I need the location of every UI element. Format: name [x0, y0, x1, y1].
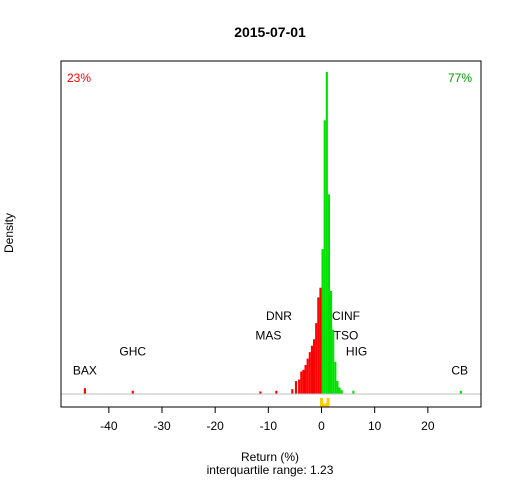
chart-title: 2015-07-01: [234, 24, 306, 40]
x-axis-label: Return (%): [241, 450, 299, 464]
chart-subtitle: interquartile range: 1.23: [207, 463, 334, 477]
ticker-label: MAS: [255, 328, 281, 342]
ticker-label: DNR: [266, 309, 292, 323]
ticker-label: HIG: [346, 344, 367, 358]
histogram-bar: [308, 352, 311, 394]
histogram-bar: [325, 72, 328, 394]
positive-share-label: 77%: [448, 71, 472, 85]
x-tick-label: 10: [368, 419, 382, 433]
histogram-bar: [259, 391, 262, 394]
ticker-label: CINF: [332, 309, 360, 323]
histogram-bar: [306, 358, 309, 394]
histogram-bars: [83, 72, 462, 395]
histogram-bar: [291, 389, 294, 394]
histogram-bar: [319, 287, 322, 394]
ticker-label: BAX: [73, 364, 97, 378]
ticker-annotations: BAX GHC DNR MAS CINF TSO HIG CB: [73, 309, 468, 378]
x-tick-label: -10: [260, 419, 278, 433]
negative-share-label: 23%: [67, 71, 91, 85]
plot-frame: [60, 60, 482, 408]
histogram-bar: [294, 381, 298, 394]
y-axis-label: Density: [2, 213, 16, 253]
histogram-bar: [315, 323, 318, 394]
histogram-bar: [310, 345, 313, 394]
histogram-bar: [300, 371, 303, 394]
histogram-bar: [332, 329, 335, 394]
x-tick-label: -20: [207, 419, 225, 433]
iqr-bracket: [320, 398, 330, 407]
histogram-bar: [459, 390, 462, 394]
histogram-bar: [330, 290, 333, 394]
histogram-bar: [131, 390, 134, 394]
histogram-bar: [83, 388, 86, 394]
x-tick-label: 20: [421, 419, 435, 433]
histogram-bar: [323, 120, 326, 395]
ticker-label: CB: [451, 364, 468, 378]
x-axis: -40 -30 -20 -10 0 10 20: [100, 407, 435, 433]
x-tick-label: -30: [153, 419, 171, 433]
histogram-bar: [336, 381, 339, 394]
histogram-bar: [327, 194, 331, 394]
iqr-marker: [320, 398, 330, 407]
histogram-bar: [352, 390, 355, 394]
histogram-bar: [304, 365, 307, 394]
histogram-bar: [338, 387, 341, 394]
histogram-bar: [275, 390, 278, 394]
histogram-bar: [334, 361, 337, 394]
ticker-label: GHC: [119, 344, 146, 358]
histogram-bar: [317, 297, 320, 394]
x-tick-label: 0: [318, 419, 325, 433]
ticker-label: TSO: [334, 328, 359, 342]
histogram-bar: [321, 249, 324, 394]
x-tick-label: -40: [100, 419, 118, 433]
histogram-bar: [313, 339, 316, 394]
histogram-bar: [340, 390, 343, 394]
histogram-bar: [298, 379, 301, 394]
histogram-bar: [302, 369, 305, 394]
